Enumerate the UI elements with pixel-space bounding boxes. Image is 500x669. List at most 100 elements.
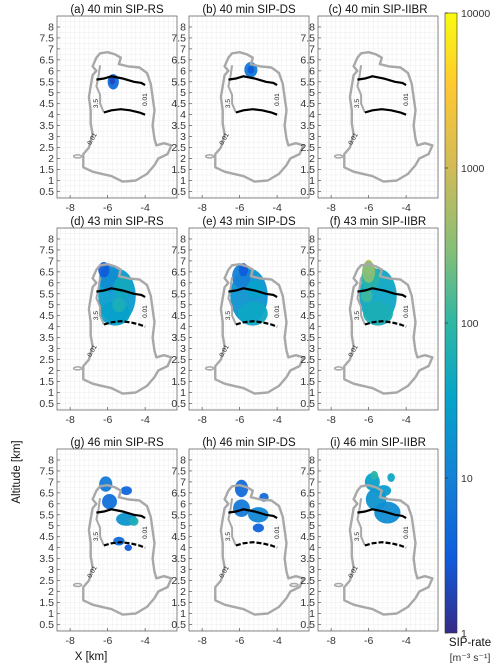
cloud-outline <box>214 484 305 616</box>
y-tick-label: 3 <box>309 564 315 576</box>
y-tick-label: 3.5 <box>300 332 315 344</box>
cloud-inner-contour <box>356 277 366 325</box>
contour-label: 3.5 <box>93 99 100 108</box>
x-tick-label: -6 <box>103 635 112 647</box>
x-tick-label: -6 <box>364 202 373 214</box>
panel-a: 0.010.013.50.511.522.533.544.555.566.577… <box>39 4 178 214</box>
x-tick-label: -4 <box>272 414 281 426</box>
x-tick-label: -6 <box>103 414 112 426</box>
small-contour <box>204 154 215 159</box>
isotherm-line <box>96 75 146 87</box>
isotherm-line <box>103 541 146 549</box>
y-tick-label: 6.5 <box>171 54 186 66</box>
x-tick-label: -8 <box>197 635 206 647</box>
contour-label: 3.5 <box>93 311 100 320</box>
x-tick-label: -8 <box>326 635 335 647</box>
grid <box>318 15 438 198</box>
x-tick-label: -8 <box>65 414 74 426</box>
y-tick-label: 6.5 <box>39 487 54 499</box>
y-tick-label: 7.5 <box>39 465 54 477</box>
y-tick-label: 7 <box>309 43 315 55</box>
cloud-inner-contour <box>227 65 237 113</box>
y-tick-label: 1 <box>180 387 186 399</box>
sip-rate-patch <box>387 473 395 482</box>
y-tick-label: 2.5 <box>300 142 315 154</box>
x-tick-label: -6 <box>364 635 373 647</box>
y-tick-label: 8 <box>48 21 54 33</box>
colorbar-label: SIP-rate <box>449 637 491 649</box>
y-tick-label: 2.5 <box>171 354 186 366</box>
y-tick-label: 1.5 <box>300 164 315 176</box>
x-tick-label: -4 <box>140 202 149 214</box>
y-tick-label: 4.5 <box>39 531 54 543</box>
y-tick-label: 1.5 <box>171 376 186 388</box>
isotherm-line <box>357 508 407 520</box>
y-tick-label: 5.5 <box>171 509 186 521</box>
y-tick-label: 7.5 <box>171 244 186 256</box>
y-tick-label: 1 <box>48 608 54 620</box>
y-tick-label: 3.5 <box>171 332 186 344</box>
y-tick-label: 5 <box>180 87 186 99</box>
small-contour <box>72 582 83 588</box>
sip-rate-patch <box>124 544 132 551</box>
y-tick-label: 7.5 <box>300 32 315 44</box>
y-tick-label: 2 <box>180 365 186 377</box>
y-tick-label: 2.5 <box>300 575 315 587</box>
y-tick-label: 6 <box>180 65 186 77</box>
contour-label: 3.5 <box>354 532 361 541</box>
y-tick-label: 1 <box>309 175 315 187</box>
small-contour <box>333 366 344 371</box>
contour-label: 3.5 <box>354 99 361 108</box>
y-tick-label: 3.5 <box>171 553 186 565</box>
sip-rate-patch <box>247 65 255 74</box>
y-tick-label: 2 <box>48 365 54 377</box>
isotherm-line <box>96 287 146 299</box>
y-tick-label: 5 <box>309 87 315 99</box>
contour-label: 0.01 <box>403 93 410 106</box>
y-tick-label: 6.5 <box>171 487 186 499</box>
sip-rate-patch <box>363 301 393 326</box>
isotherm-line <box>103 108 146 116</box>
y-tick-label: 2 <box>309 153 315 165</box>
contour-label: 0.01 <box>403 305 410 318</box>
axes-frame <box>317 448 439 632</box>
cloud-outline <box>214 51 305 183</box>
y-tick-label: 6.5 <box>300 487 315 499</box>
panel-h: 0.010.013.50.511.522.533.544.555.566.577… <box>171 437 310 647</box>
contour-label: 3.5 <box>93 532 100 541</box>
panel-title: (h) 46 min SIP-DS <box>202 437 296 449</box>
contour-label: 0.01 <box>274 526 281 539</box>
y-tick-label: 4 <box>48 542 54 554</box>
contour-label: 0.01 <box>403 526 410 539</box>
colorbar-tick-label: 10000 <box>461 8 490 20</box>
y-tick-label: 4 <box>309 109 315 121</box>
isotherm-line <box>228 508 278 520</box>
y-tick-label: 5.5 <box>300 76 315 88</box>
x-tick-label: -6 <box>235 414 244 426</box>
y-tick-label: 0.5 <box>39 186 54 198</box>
axes-frame <box>188 448 310 632</box>
axes-frame <box>56 227 178 411</box>
y-tick-label: 8 <box>48 233 54 245</box>
x-tick-label: -4 <box>272 202 281 214</box>
y-tick-label: 6.5 <box>171 266 186 278</box>
y-tick-label: 2.5 <box>39 354 54 366</box>
y-tick-label: 8 <box>180 21 186 33</box>
panel-b: 0.010.013.50.511.522.533.544.555.566.577… <box>171 4 310 214</box>
contour-label: 0.01 <box>142 526 149 539</box>
cloud-inner-contour <box>356 65 366 113</box>
panel-title: (g) 46 min SIP-RS <box>70 437 164 449</box>
small-contour <box>204 366 215 371</box>
small-contour <box>333 582 344 588</box>
small-contour <box>333 154 344 159</box>
y-tick-label: 7.5 <box>39 244 54 256</box>
y-tick-label: 6 <box>309 65 315 77</box>
x-tick-label: -6 <box>364 414 373 426</box>
small-contour <box>72 366 83 371</box>
y-tick-label: 7.5 <box>300 465 315 477</box>
y-tick-label: 7 <box>309 476 315 488</box>
cloud-inner-contour <box>95 277 105 325</box>
y-tick-label: 1 <box>48 387 54 399</box>
sip-rate-patch <box>113 536 125 546</box>
